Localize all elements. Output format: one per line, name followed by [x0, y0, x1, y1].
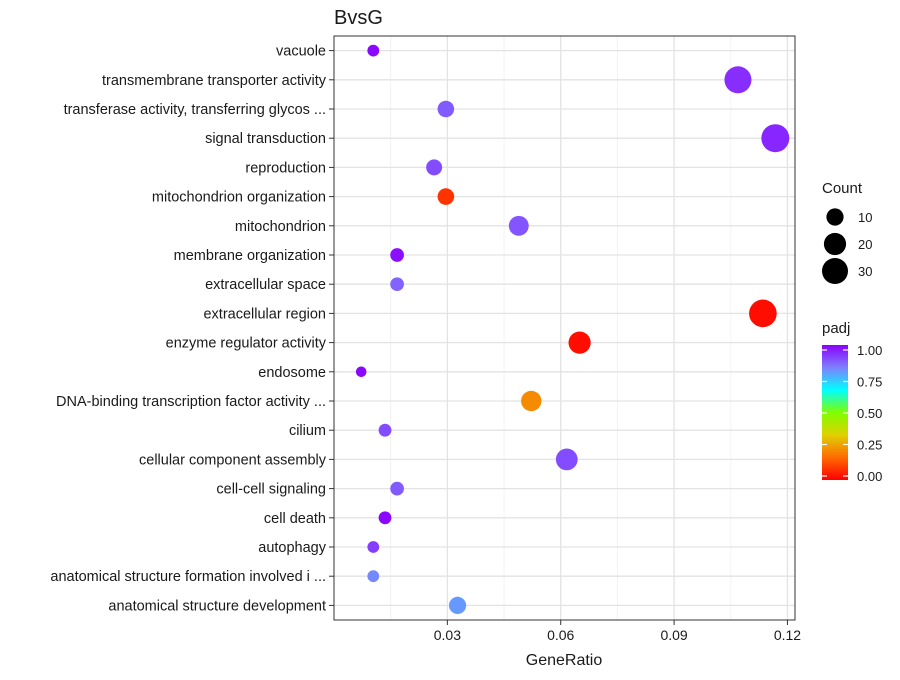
padj-tick-label: 0.00 — [857, 469, 882, 484]
padj-tick-label: 0.50 — [857, 406, 882, 421]
y-tick-label: transferase activity, transferring glyco… — [64, 102, 326, 118]
y-tick-label: transmembrane transporter activity — [102, 73, 327, 89]
y-tick-label: reproduction — [245, 160, 326, 176]
count-legend-label: 20 — [858, 237, 872, 252]
y-tick-label: endosome — [258, 365, 326, 381]
data-point — [390, 277, 404, 292]
data-point — [367, 44, 380, 57]
panel-border — [333, 35, 796, 621]
y-tick-label: extracellular region — [203, 306, 326, 322]
x-axis-label: GeneRatio — [526, 652, 603, 669]
y-tick-label: mitochondrion — [235, 219, 326, 235]
padj-legend: padj 1.00 0.75 0.50 0.25 0.00 — [822, 320, 882, 484]
count-legend-dot — [823, 232, 847, 256]
data-point — [761, 124, 790, 153]
y-tick-label: cell-cell signaling — [216, 482, 326, 498]
count-legend-dot — [826, 208, 844, 226]
x-tick-label: 0.03 — [434, 627, 461, 643]
padj-legend-title: padj — [822, 320, 850, 337]
data-point — [390, 481, 404, 496]
chart-title: BvsG — [334, 7, 383, 29]
count-legend-label: 30 — [858, 264, 872, 279]
y-tick-label: autophagy — [258, 540, 326, 556]
data-point — [724, 66, 752, 94]
data-point — [508, 215, 529, 236]
data-point — [426, 159, 443, 176]
y-tick-label: cellular component assembly — [139, 452, 327, 468]
data-point — [355, 366, 367, 378]
x-tick-label: 0.09 — [660, 627, 687, 643]
y-tick-label: anatomical structure development — [108, 598, 326, 614]
y-tick-label: signal transduction — [205, 131, 326, 147]
data-point — [555, 448, 578, 471]
y-tick-label: cell death — [264, 511, 326, 527]
data-point — [378, 423, 392, 437]
y-tick-label: enzyme regulator activity — [166, 336, 327, 352]
x-tick-label: 0.12 — [774, 627, 801, 643]
x-tick-label: 0.06 — [547, 627, 574, 643]
data-points — [355, 44, 790, 615]
padj-tick-label: 1.00 — [857, 343, 882, 358]
data-point — [568, 331, 591, 354]
y-tick-label: vacuole — [276, 44, 326, 60]
count-legend-label: 10 — [858, 210, 872, 225]
data-point — [367, 570, 380, 583]
count-legend-title: Count — [822, 180, 863, 197]
data-point — [390, 248, 404, 262]
y-axis: vacuole transmembrane transporter activit… — [50, 44, 334, 614]
y-tick-label: membrane organization — [174, 248, 326, 264]
data-point — [437, 100, 455, 118]
y-tick-label: cilium — [289, 423, 326, 439]
x-axis: 0.03 0.06 0.09 0.12 — [434, 620, 801, 643]
data-point — [749, 299, 777, 328]
padj-tick-label: 0.75 — [857, 375, 882, 390]
y-tick-label: extracellular space — [205, 277, 326, 293]
data-point — [378, 511, 392, 525]
y-tick-label: mitochondrion organization — [152, 190, 326, 206]
data-point — [437, 188, 455, 205]
y-tick-label: anatomical structure formation involved … — [50, 569, 326, 585]
gridlines — [334, 36, 795, 620]
count-legend: Count 10 20 30 — [821, 180, 872, 285]
count-legend-dot — [821, 257, 849, 285]
y-tick-label: DNA-binding transcription factor activit… — [56, 394, 326, 410]
plot-panel — [334, 36, 795, 620]
padj-tick-label: 0.25 — [857, 438, 882, 453]
data-point — [521, 390, 542, 412]
data-point — [448, 596, 467, 615]
data-point — [367, 541, 380, 553]
